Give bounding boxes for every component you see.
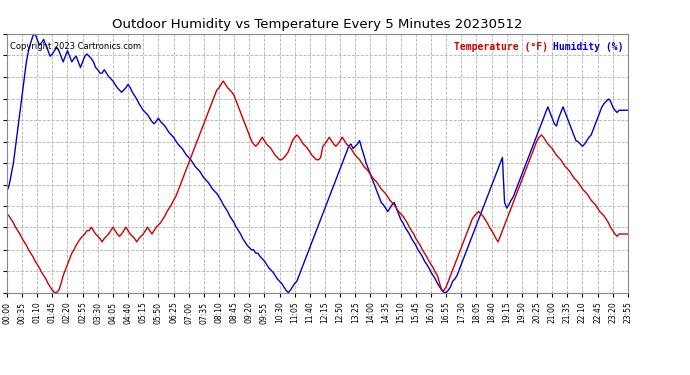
Text: Temperature (°F): Temperature (°F) (454, 42, 548, 51)
Text: Copyright 2023 Cartronics.com: Copyright 2023 Cartronics.com (10, 42, 141, 51)
Title: Outdoor Humidity vs Temperature Every 5 Minutes 20230512: Outdoor Humidity vs Temperature Every 5 … (112, 18, 522, 31)
Text: Humidity (%): Humidity (%) (553, 42, 624, 51)
